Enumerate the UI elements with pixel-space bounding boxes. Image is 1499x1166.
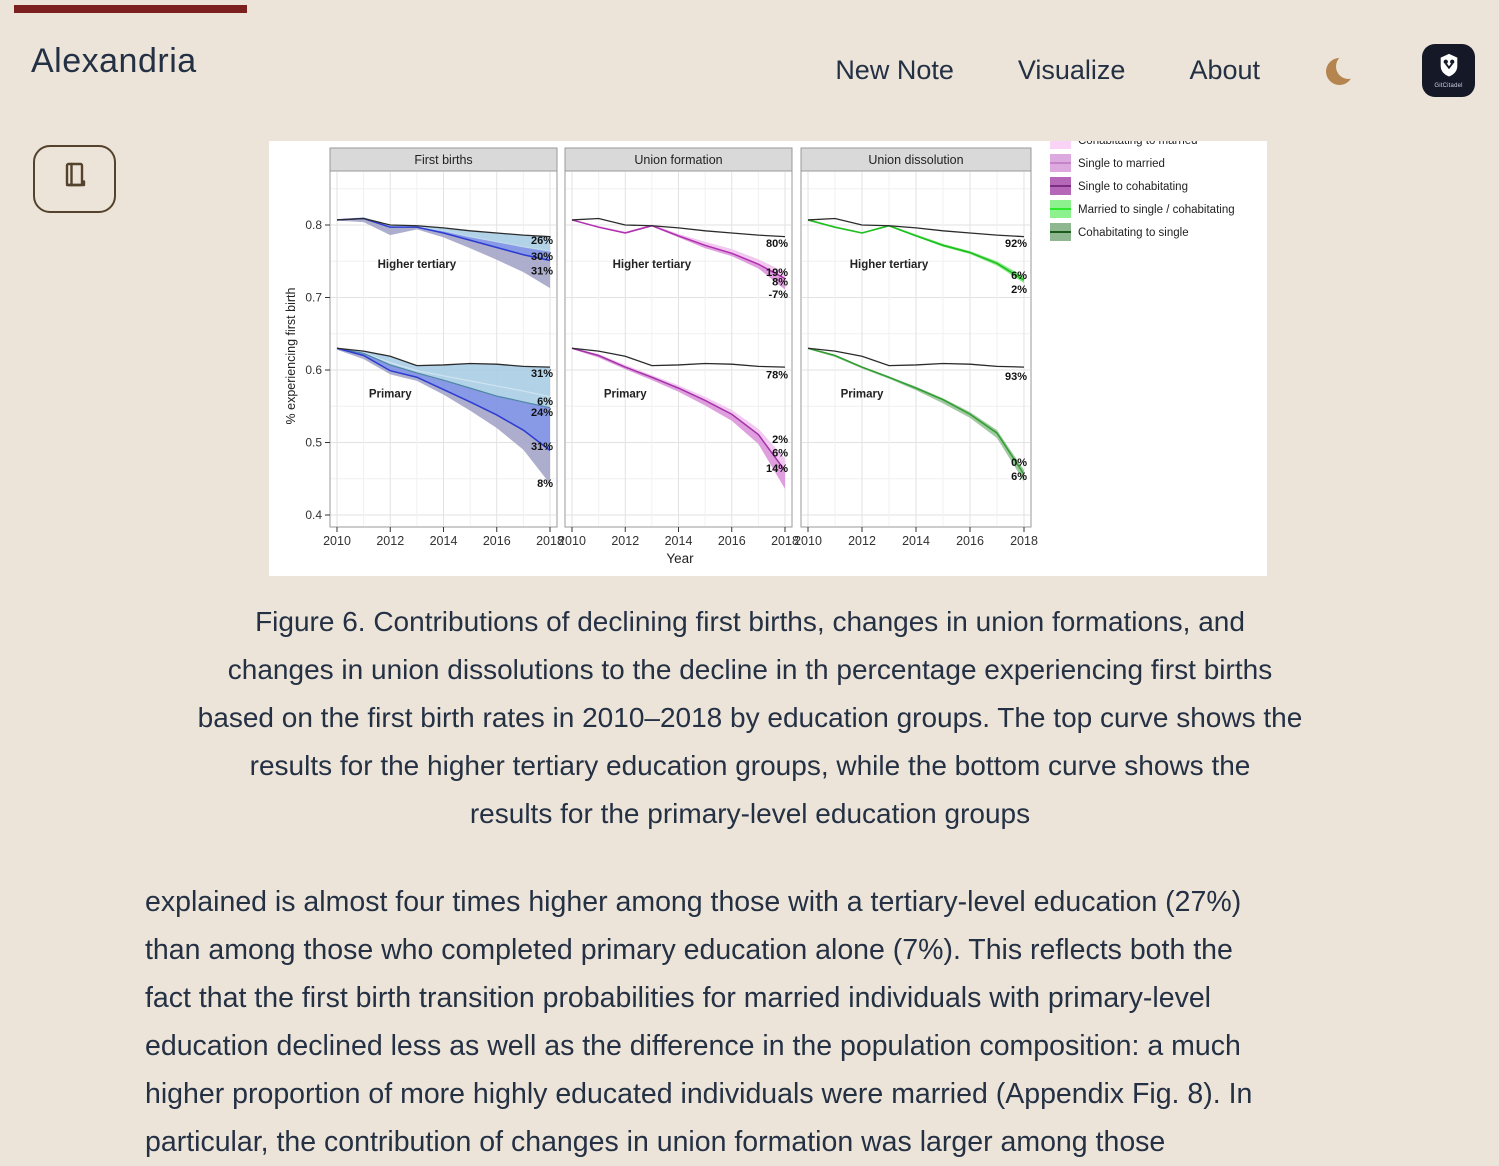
svg-text:2%: 2% [1011,284,1027,296]
svg-text:6%: 6% [1011,471,1027,483]
svg-text:0%: 0% [1011,457,1027,469]
svg-text:2014: 2014 [902,534,930,548]
svg-text:Year: Year [666,551,694,566]
svg-text:2010: 2010 [558,534,586,548]
svg-text:8%: 8% [772,277,788,289]
app-title[interactable]: Alexandria [31,42,197,80]
reading-progress-bar [14,5,247,13]
svg-text:Cohabitating to married: Cohabitating to married [1078,141,1198,147]
nav-about[interactable]: About [1189,55,1260,85]
reader-view-button[interactable] [33,145,116,213]
figure-caption: Figure 6. Contributions of declining fir… [197,606,1303,829]
nav-new-note[interactable]: New Note [835,55,954,85]
svg-text:6%: 6% [537,396,553,408]
svg-text:0.5: 0.5 [305,436,322,450]
svg-text:% experiencing first birth: % experiencing first birth [284,288,298,425]
svg-text:Union formation: Union formation [634,153,722,167]
svg-text:Primary: Primary [604,389,647,401]
svg-text:2018: 2018 [536,534,564,548]
figure-chart-svg: First births Higher tertiary 26% 30% 31% Prim… [284,141,1235,566]
svg-text:31%: 31% [531,441,553,453]
svg-text:6%: 6% [1011,270,1027,282]
logo-caption: GitCitadel [1434,82,1463,89]
svg-text:2%: 2% [772,434,788,446]
svg-text:93%: 93% [1005,371,1027,383]
svg-text:24%: 24% [531,407,553,419]
svg-text:2014: 2014 [430,534,458,548]
svg-text:0.4: 0.4 [305,508,322,522]
svg-text:2010: 2010 [323,534,351,548]
svg-text:6%: 6% [772,448,788,460]
svg-text:Cohabitating to single: Cohabitating to single [1078,227,1189,239]
svg-text:80%: 80% [766,238,788,250]
svg-text:31%: 31% [531,368,553,380]
svg-text:0.6: 0.6 [305,363,322,377]
svg-text:2012: 2012 [848,534,876,548]
svg-text:Higher tertiary: Higher tertiary [850,259,929,271]
svg-text:30%: 30% [531,251,553,263]
svg-text:19%: 19% [766,267,788,279]
svg-text:First births: First births [414,153,472,167]
book-icon [57,159,93,200]
svg-text:8%: 8% [537,478,553,490]
moon-icon[interactable] [1324,53,1361,88]
svg-text:78%: 78% [766,369,788,381]
svg-text:Primary: Primary [369,389,412,401]
svg-text:2014: 2014 [665,534,693,548]
svg-text:2016: 2016 [718,534,746,548]
svg-text:Higher tertiary: Higher tertiary [378,259,457,271]
svg-text:2018: 2018 [1010,534,1038,548]
gitcitadel-logo[interactable]: GitCitadel [1422,44,1475,97]
svg-text:Primary: Primary [841,389,884,401]
svg-text:2010: 2010 [794,534,822,548]
svg-text:Higher tertiary: Higher tertiary [613,259,692,271]
svg-text:26%: 26% [531,235,553,247]
svg-text:31%: 31% [531,266,553,278]
svg-text:-7%: -7% [768,289,788,301]
svg-text:14%: 14% [766,463,788,475]
svg-text:2012: 2012 [376,534,404,548]
svg-text:92%: 92% [1005,238,1027,250]
svg-text:Single to married: Single to married [1078,158,1165,170]
svg-text:2016: 2016 [956,534,984,548]
article-paragraph: explained is almost four times higher am… [145,886,1253,1158]
svg-text:2012: 2012 [611,534,639,548]
figure-image: First births Higher tertiary 26% 30% 31% Prim… [269,141,1267,576]
svg-text:Married to single / cohabitati: Married to single / cohabitating [1078,204,1235,216]
svg-text:2016: 2016 [483,534,511,548]
svg-text:Single to cohabitating: Single to cohabitating [1078,181,1188,193]
svg-text:0.8: 0.8 [305,218,322,232]
svg-text:2018: 2018 [771,534,799,548]
svg-text:0.7: 0.7 [305,291,322,305]
nav-visualize[interactable]: Visualize [1017,55,1126,85]
top-navigation: New Note Visualize About GitCitadel [835,44,1475,97]
svg-text:Union dissolution: Union dissolution [868,153,963,167]
shield-icon [1438,53,1460,82]
